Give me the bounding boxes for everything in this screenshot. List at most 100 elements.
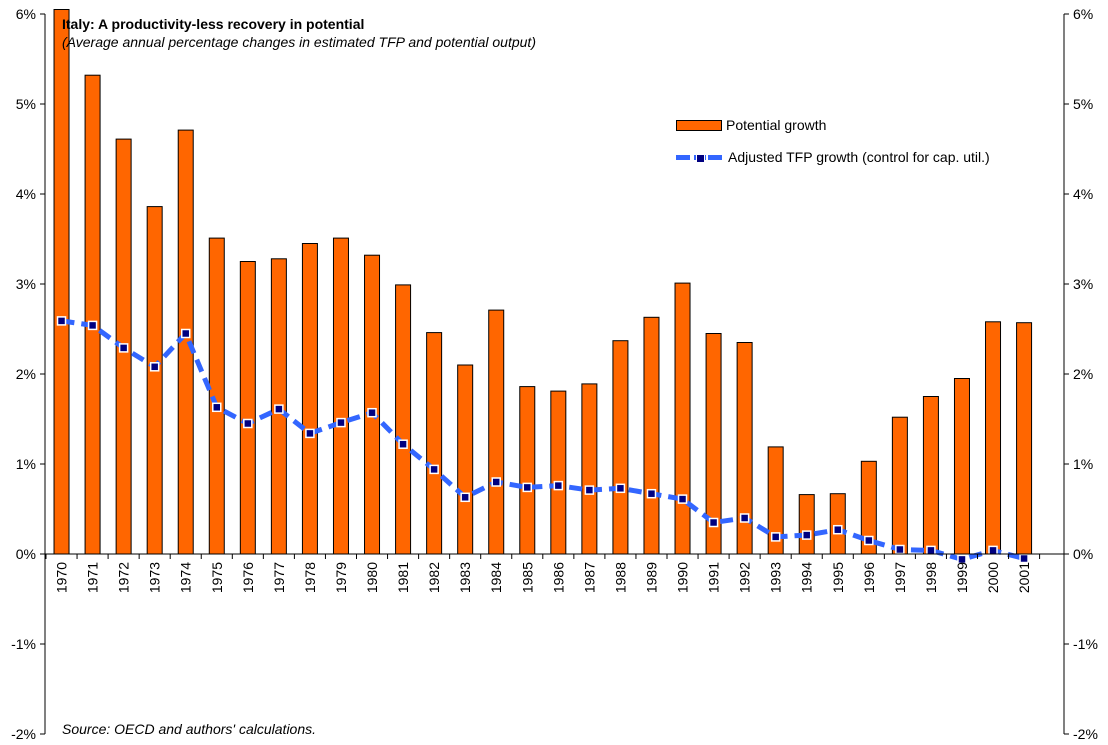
x-tick-label-1975: 1975 — [209, 562, 225, 593]
chart-subtitle: (Average annual percentage changes in es… — [62, 34, 536, 50]
tfp-point-1976 — [243, 418, 253, 429]
tfp-line-layer — [56, 316, 1029, 565]
y-tick-label-left: -1% — [11, 636, 36, 652]
y-tick-label-left: -2% — [11, 726, 36, 742]
legend-item-tfp: Adjusted TFP growth (control for cap. ut… — [676, 146, 990, 168]
bar-potential-1988 — [612, 340, 629, 555]
bar-potential-1975 — [208, 237, 225, 555]
x-tick-label-1997: 1997 — [892, 562, 908, 593]
y-tick-label-right: 6% — [1073, 6, 1093, 22]
x-tick-label-1986: 1986 — [550, 562, 566, 593]
tfp-point-1971 — [87, 320, 98, 331]
x-tick-label-1990: 1990 — [675, 562, 691, 593]
y-tick-label-right: 0% — [1073, 546, 1093, 562]
x-tick-label-1978: 1978 — [302, 562, 318, 593]
tfp-point-1983 — [460, 492, 470, 503]
x-tick-label-1974: 1974 — [178, 562, 194, 593]
x-tick-label-1999: 1999 — [954, 562, 970, 593]
y-tick-label-left: 0% — [16, 546, 36, 562]
tfp-point-1995 — [833, 524, 843, 535]
bar-potential-1973 — [146, 206, 163, 555]
y-tick-label-right: 1% — [1073, 456, 1093, 472]
tfp-point-1986 — [553, 480, 564, 491]
bar-potential-1994 — [798, 494, 815, 555]
y-tick-label-right: 2% — [1073, 366, 1093, 382]
x-tick-label-2001: 2001 — [1016, 562, 1032, 593]
x-tick-label-1984: 1984 — [488, 562, 504, 593]
x-tick-label-1988: 1988 — [612, 562, 628, 593]
bar-potential-1985 — [519, 386, 536, 555]
y-tick-label-left: 3% — [16, 276, 36, 292]
tfp-point-1982 — [429, 464, 439, 475]
tfp-point-1998 — [926, 545, 936, 556]
tfp-point-1974 — [180, 328, 191, 339]
tfp-point-1975 — [212, 402, 222, 413]
x-tick-label-1994: 1994 — [799, 562, 815, 593]
tfp-point-1984 — [491, 477, 501, 487]
bar-potential-1979 — [332, 237, 349, 555]
x-tick-label-1996: 1996 — [861, 562, 877, 593]
x-tick-labels: 1970 1971 1972 1973 1974 1975 1976 1977 1978 1979… — [54, 562, 1033, 593]
x-tick-label-1979: 1979 — [333, 562, 349, 593]
tfp-point-1997 — [895, 544, 905, 555]
x-tick-label-1995: 1995 — [830, 562, 846, 593]
tfp-point-1988 — [615, 483, 626, 494]
x-tick-label-1972: 1972 — [116, 562, 132, 593]
x-tick-label-1989: 1989 — [643, 562, 659, 593]
x-tick-label-1993: 1993 — [768, 562, 784, 593]
x-tick-label-1976: 1976 — [240, 562, 256, 593]
bars-layer — [53, 9, 1033, 555]
legend-label-tfp: Adjusted TFP growth (control for cap. ut… — [728, 149, 990, 165]
tfp-point-1973 — [149, 362, 160, 372]
bar-potential-1982 — [426, 332, 443, 555]
y-tick-label-left: 6% — [16, 6, 36, 22]
y-tick-label-left: 2% — [16, 366, 36, 382]
bar-potential-1970 — [53, 9, 70, 555]
source-note: Source: OECD and authors' calculations. — [62, 721, 317, 737]
bar-potential-1990 — [674, 282, 691, 555]
tfp-point-1979 — [336, 417, 346, 428]
x-tick-label-1992: 1992 — [737, 562, 753, 593]
y-tick-label-left: 4% — [16, 186, 36, 202]
bar-potential-2001 — [1016, 322, 1033, 555]
tfp-point-1999 — [957, 554, 967, 565]
x-tick-label-1998: 1998 — [923, 562, 939, 593]
tfp-point-2000 — [988, 545, 998, 556]
tfp-point-1990 — [677, 494, 688, 504]
bar-potential-2000 — [985, 321, 1002, 555]
bar-potential-1995 — [829, 493, 846, 555]
y-tick-label-left: 1% — [16, 456, 36, 472]
x-tick-label-2000: 2000 — [985, 562, 1001, 593]
tfp-point-1996 — [864, 535, 874, 546]
tfp-series-line — [61, 318, 1025, 562]
x-tick-label-1971: 1971 — [85, 562, 101, 593]
tfp-point-1970 — [56, 316, 67, 326]
y-tick-label-right: 5% — [1073, 96, 1093, 112]
legend-line-swatch — [676, 152, 722, 163]
y-tick-label-right: -2% — [1073, 726, 1098, 742]
tfp-point-1991 — [708, 517, 719, 528]
x-tick-label-1987: 1987 — [581, 562, 597, 593]
legend: Potential growth Adjusted TFP growth (co… — [676, 114, 990, 178]
tfp-point-1977 — [274, 404, 284, 414]
tfp-point-2001 — [1019, 553, 1029, 564]
legend-bar-swatch — [676, 119, 722, 131]
tfp-point-1985 — [522, 482, 533, 493]
x-tick-label-1985: 1985 — [519, 562, 535, 593]
tfp-point-1993 — [770, 532, 781, 542]
y-tick-label-right: -1% — [1073, 636, 1098, 652]
bar-potential-1999 — [953, 378, 970, 555]
bar-potential-1971 — [84, 74, 101, 555]
tfp-point-1980 — [367, 407, 377, 418]
legend-item-potential-growth: Potential growth — [676, 114, 990, 136]
tfp-point-1978 — [305, 428, 315, 439]
bar-potential-1998 — [922, 396, 939, 555]
tfp-point-1992 — [739, 513, 750, 523]
bar-potential-1983 — [457, 364, 474, 555]
bar-potential-1987 — [581, 383, 598, 555]
axes-layer: -2% -2% -1% -1% 0% 0% 1% 1% 2% 2% 3% 3% 4% 4% 5% 5% 6% 6% — [11, 6, 1098, 742]
tfp-point-1987 — [584, 485, 595, 495]
y-tick-label-right: 4% — [1073, 186, 1093, 202]
legend-label-potential-growth: Potential growth — [726, 117, 827, 133]
